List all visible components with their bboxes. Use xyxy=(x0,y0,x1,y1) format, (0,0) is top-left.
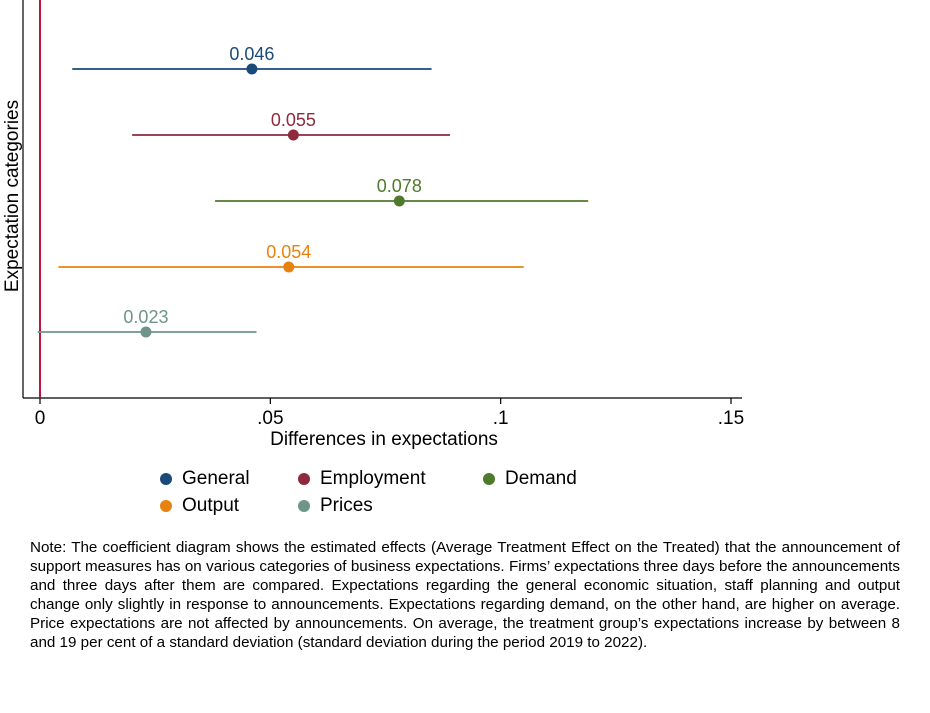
x-axis-title: Differences in expectations xyxy=(270,429,498,450)
chart-note: Note: The coefficient diagram shows the … xyxy=(30,539,900,651)
coefficient-chart: 0 .05 .1 .15 0.046 0.055 0.078 0.054 0.023 Diffe… xyxy=(2,0,744,450)
legend-label: Demand xyxy=(505,468,577,489)
point-employment xyxy=(287,129,299,141)
legend-swatch xyxy=(160,500,172,512)
legend-label: Prices xyxy=(320,495,373,516)
point-output xyxy=(283,261,295,273)
legend-item-employment: Employment xyxy=(298,468,426,490)
point-demand xyxy=(393,195,405,207)
x-tick-label: .1 xyxy=(493,408,509,429)
legend-item-demand: Demand xyxy=(483,468,577,490)
legend-swatch xyxy=(483,473,495,485)
x-tick-label: .15 xyxy=(718,408,744,429)
y-axis-title: Expectation categories xyxy=(2,100,23,292)
legend-swatch xyxy=(160,473,172,485)
legend-swatch xyxy=(298,473,310,485)
value-label-prices: 0.023 xyxy=(123,307,168,327)
value-label-demand: 0.078 xyxy=(377,176,422,196)
point-prices xyxy=(140,326,152,338)
legend-label: Output xyxy=(182,495,240,516)
value-label-output: 0.054 xyxy=(266,242,311,262)
x-tick-label: 0 xyxy=(35,408,46,429)
value-label-employment: 0.055 xyxy=(271,110,316,130)
point-general xyxy=(246,63,258,75)
legend-item-output: Output xyxy=(160,495,239,517)
legend-label: Employment xyxy=(320,468,426,489)
legend-item-prices: Prices xyxy=(298,495,373,517)
legend-label: General xyxy=(182,468,250,489)
plot-area: 0 .05 .1 .15 0.046 0.055 0.078 0.054 0.023 xyxy=(22,0,744,429)
value-label-general: 0.046 xyxy=(229,44,274,64)
x-tick-label: .05 xyxy=(257,408,283,429)
legend-swatch xyxy=(298,500,310,512)
legend-item-general: General xyxy=(160,468,250,490)
